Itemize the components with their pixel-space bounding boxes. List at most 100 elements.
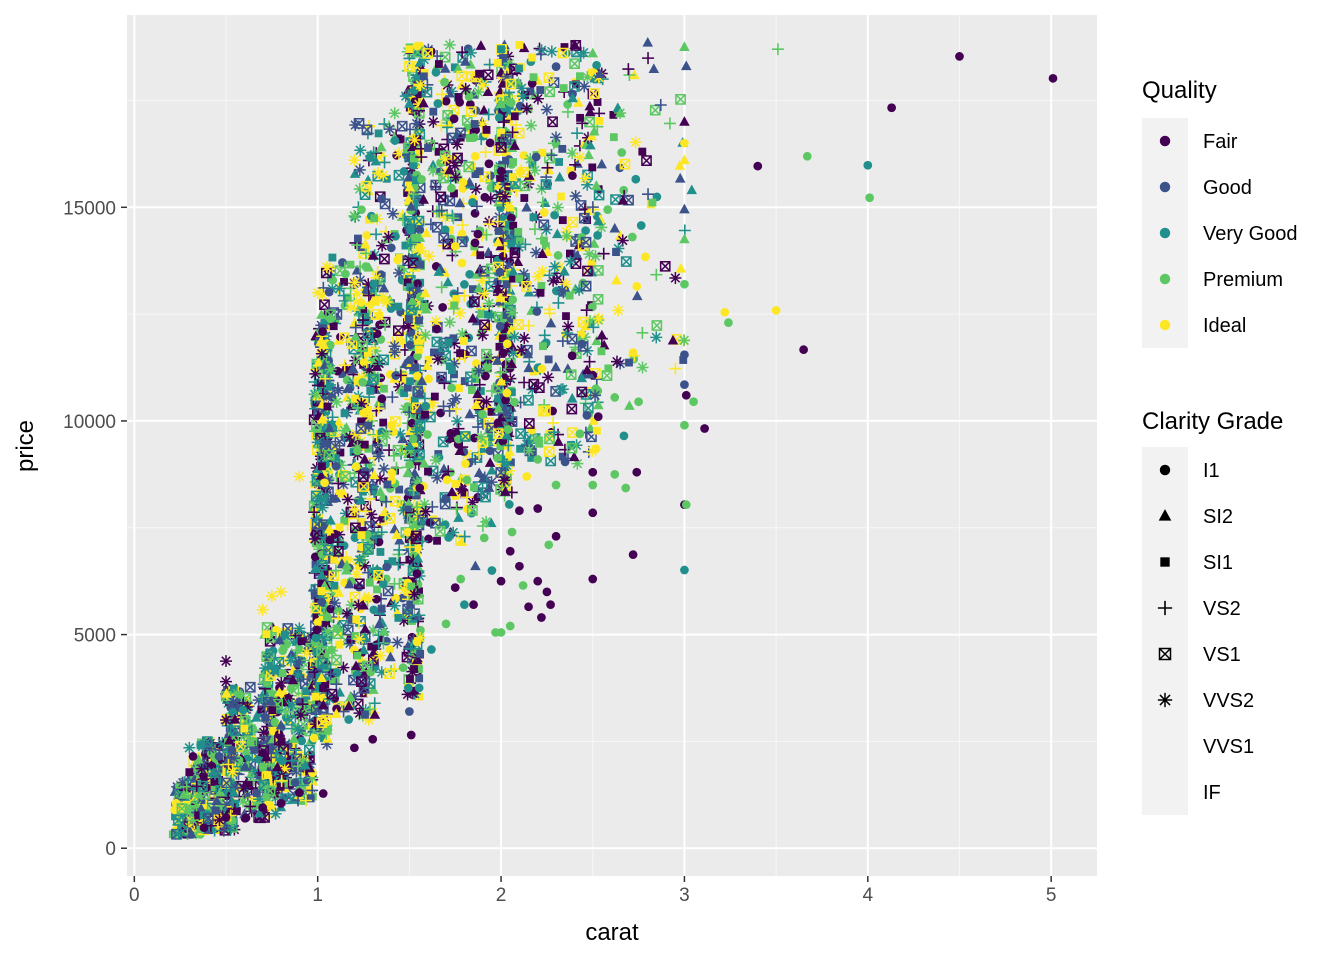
data-point [275,719,287,730]
data-point [326,382,334,391]
data-point [522,472,532,481]
data-point [309,718,322,731]
data-point [350,743,359,753]
data-point [322,474,335,487]
data-point [328,253,337,262]
data-point [350,568,363,581]
data-point [450,301,459,310]
data-point [555,383,568,396]
data-point [398,663,408,673]
data-point [450,241,460,251]
data-point [408,434,418,444]
data-point [214,786,226,797]
data-point [560,230,573,242]
data-point [432,324,442,334]
data-point [505,546,515,556]
data-point [350,331,361,341]
data-point [367,374,379,385]
data-point [391,231,400,241]
data-point [213,813,226,826]
data-point [404,642,417,655]
data-point [508,173,517,181]
data-point [376,239,389,252]
data-point [367,624,380,637]
data-point [407,582,416,591]
data-point [430,392,439,401]
data-point [291,644,303,657]
data-point [220,798,233,811]
data-point [370,404,383,417]
data-point [610,393,620,402]
data-point [359,453,370,464]
data-point [396,135,405,144]
data-point [373,276,386,289]
data-point [434,60,443,68]
data-point [592,426,601,435]
data-point [638,147,647,156]
data-point [269,807,282,820]
data-point [380,295,393,308]
data-point [363,703,376,716]
data-point [279,771,292,784]
data-point [247,774,260,787]
data-point [326,411,339,424]
data-point [344,578,355,589]
data-points [168,37,1058,840]
data-point [318,327,327,336]
data-point [506,306,519,319]
data-point [415,674,424,683]
data-point [316,413,328,424]
data-point [451,138,464,151]
data-point [551,480,561,490]
data-point [411,407,424,420]
data-point [507,527,517,537]
data-point [297,637,306,646]
data-point [374,649,387,662]
data-point [863,160,873,170]
data-point [319,494,332,507]
data-point [369,345,382,357]
data-point [353,163,366,176]
data-point [680,380,689,389]
data-point [370,295,380,305]
data-point [321,522,330,530]
data-point [220,675,232,688]
data-point [380,495,393,508]
data-point [398,593,408,603]
data-point [237,795,249,808]
data-point [529,213,538,222]
data-point [307,722,316,731]
legend-key-ideal [1159,319,1171,331]
data-point [353,183,366,195]
data-point [363,364,376,376]
data-point [466,496,479,509]
data-point [249,765,262,778]
data-point [302,696,311,705]
data-point [195,762,208,775]
legend-key-good [1159,181,1171,193]
data-point [368,734,378,744]
data-point [292,668,305,681]
data-point [413,351,422,361]
x-axis-title: carat [585,919,639,946]
data-point [267,668,276,677]
data-point [359,623,371,634]
data-point [373,585,381,594]
data-point [309,733,319,743]
data-point [404,440,415,450]
data-point [320,738,333,751]
data-point [440,77,449,87]
data-point [369,605,379,615]
data-point [350,660,362,671]
data-point [542,371,555,384]
data-point [173,814,184,826]
data-point [184,805,193,814]
data-point [628,348,638,357]
data-point [415,483,425,493]
data-point [564,255,577,268]
data-point [256,755,264,764]
data-point [333,587,345,597]
data-point [382,231,395,243]
data-point [357,314,370,327]
data-point [397,500,405,509]
